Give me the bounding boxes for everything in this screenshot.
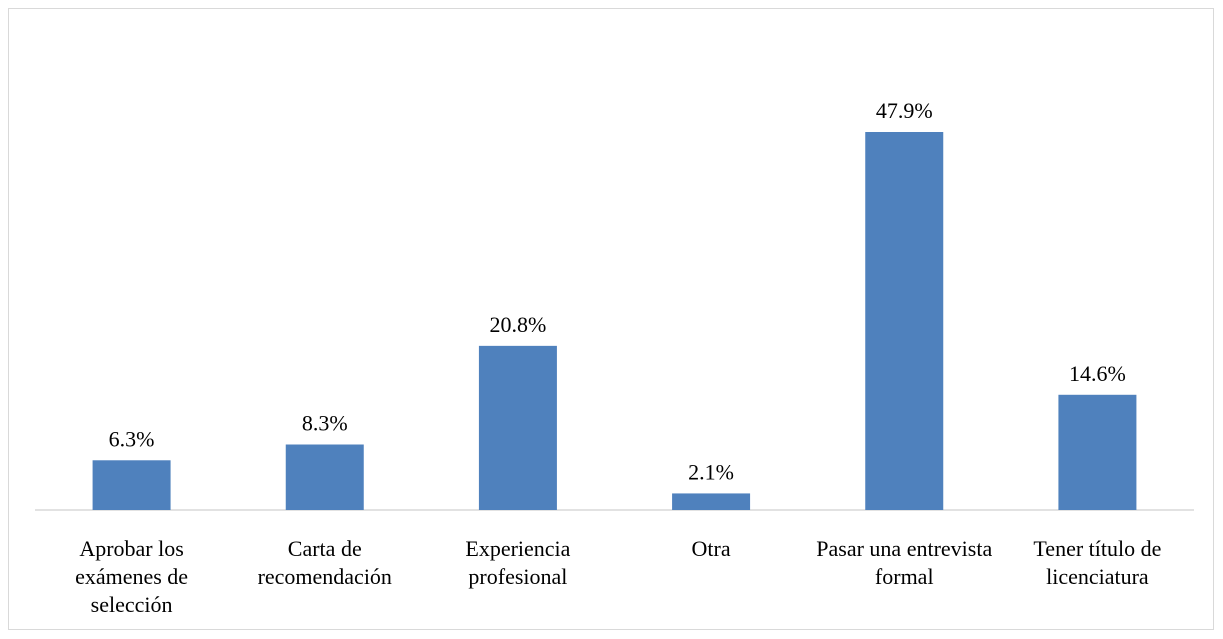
x-tick-label: Otra [691,536,731,561]
bar [865,132,944,510]
data-label: 6.3% [109,426,155,451]
bar [92,460,171,510]
x-tick-label: Pasar una entrevista formal [816,536,993,589]
data-label: 47.9% [876,98,933,123]
x-tick-label: Carta de recomendación [257,536,392,589]
data-label: 2.1% [688,459,734,484]
data-label: 20.8% [490,312,547,337]
x-tick-label: Tener título de licenciatura [1033,536,1162,589]
x-tick-label: Aprobar los exámenes de selección [75,536,189,617]
chart-frame [8,8,1214,630]
bar [672,493,751,510]
data-label: 8.3% [302,411,348,436]
data-label: 14.6% [1069,361,1126,386]
x-tick-label: Experiencia profesional [465,536,571,589]
bar [478,345,557,510]
bar [1058,394,1137,510]
bar [285,444,364,510]
